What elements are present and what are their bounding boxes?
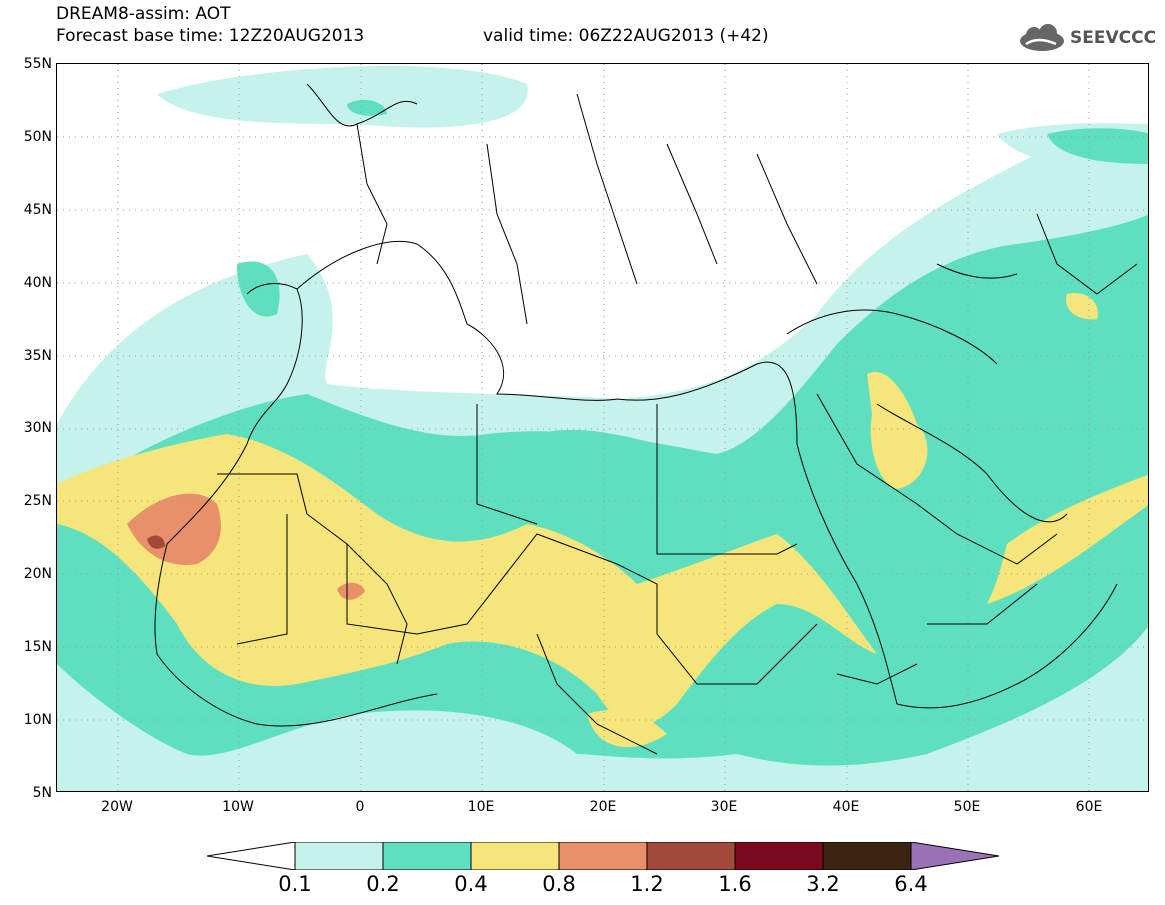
colorbar-segment-5 [646,842,736,870]
colorbar-label-0-4: 0.4 [454,872,488,896]
lat-label-40n: 40N [23,275,52,291]
colorbar-label-1-2: 1.2 [630,872,664,896]
lat-label-50n: 50N [23,129,52,145]
colorbar-label-3-2: 3.2 [806,872,840,896]
lon-label-10w: 10W [222,799,254,815]
lat-label-20n: 20N [23,566,52,582]
lat-label-30n: 30N [23,420,52,436]
colorbar-segment-above [910,842,999,870]
logo-text: SEEVCCC [1070,28,1157,48]
coastlines [154,83,1138,755]
lat-label-5n: 5N [32,785,52,801]
aot-contour-1-2 [147,535,165,549]
colorbar-label-0-8: 0.8 [542,872,576,896]
cloud-icon [1020,24,1064,51]
colorbar [207,842,999,870]
colorbar-label-1-6: 1.6 [718,872,752,896]
lon-label-30e: 30E [710,799,738,815]
colorbar-segment-4 [558,842,648,870]
colorbar-label-0-1: 0.1 [278,872,312,896]
aot-map [57,64,1148,791]
lat-label-10n: 10N [23,712,52,728]
lon-label-10e: 10E [467,799,495,815]
map-area [56,63,1149,792]
lat-label-45n: 45N [23,202,52,218]
lon-label-20w: 20W [101,799,133,815]
aot-contour-0-8 [127,493,365,600]
lat-label-35n: 35N [23,348,52,364]
lon-label-60e: 60E [1075,799,1103,815]
lat-label-55n: 55N [23,56,52,72]
map-title: DREAM8-assim: AOT [56,4,231,24]
colorbar-segment-7 [822,842,912,870]
lon-label-20e: 20E [589,799,617,815]
colorbar-label-6-4: 6.4 [894,872,928,896]
lat-label-15n: 15N [23,639,52,655]
colorbar-label-0-2: 0.2 [366,872,400,896]
valid-time: valid time: 06Z22AUG2013 (+42) [483,26,769,46]
map-grid [57,64,1148,791]
colorbar-segment-2 [382,842,472,870]
forecast-base-time: Forecast base time: 12Z20AUG2013 [56,26,365,46]
colorbar-segment-1 [294,842,384,870]
lon-label-50e: 50E [953,799,981,815]
colorbar-segment-below [207,842,296,870]
colorbar-segment-3 [470,842,560,870]
seevccc-logo: SEEVCCC [1018,24,1158,54]
lat-label-25n: 25N [23,493,52,509]
lon-label-40e: 40E [832,799,860,815]
colorbar-segment-6 [734,842,824,870]
lon-label-0: 0 [355,799,365,815]
